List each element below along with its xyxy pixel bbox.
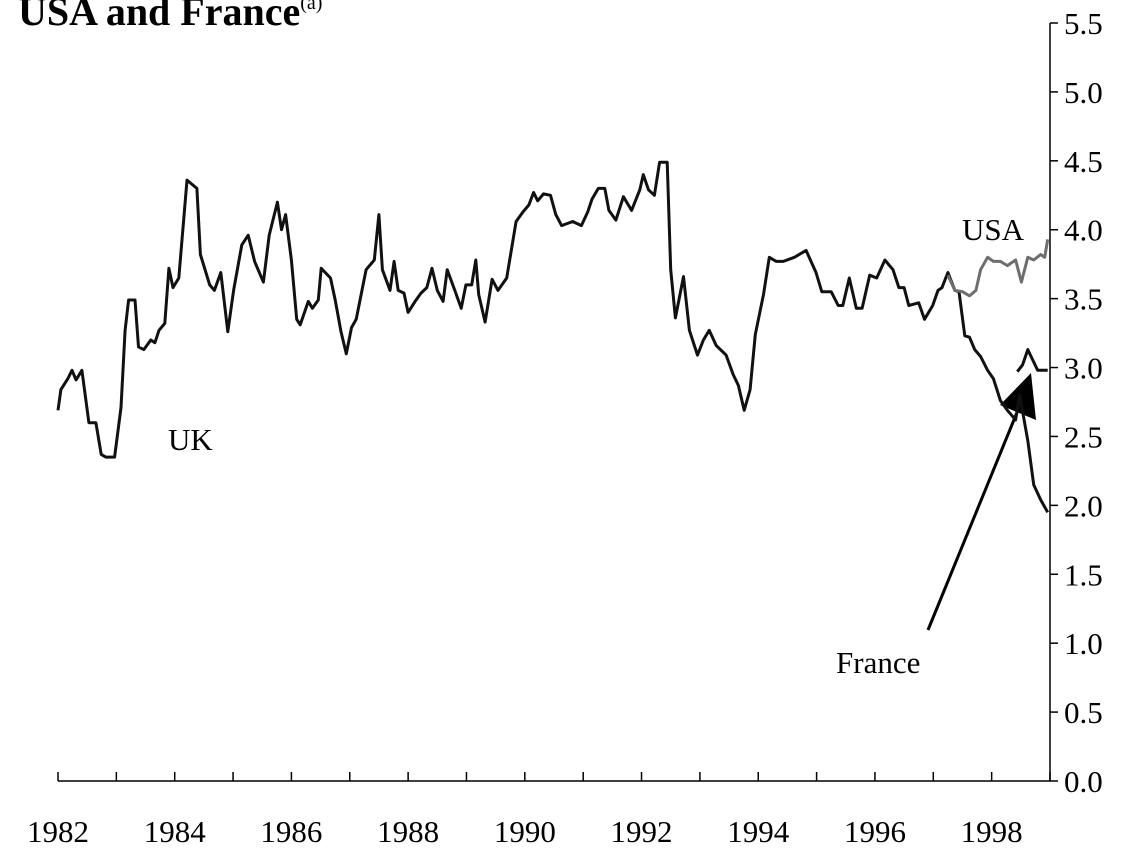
x-tick-label: 1988 (377, 814, 439, 849)
x-tick-label: 1992 (611, 814, 673, 849)
x-tick-label: 1984 (144, 814, 207, 849)
y-tick-label: 5.5 (1064, 6, 1103, 41)
title-note: (a) (300, 0, 322, 14)
x-tick-label: 1996 (844, 814, 906, 849)
x-tick-label: 1994 (727, 814, 790, 849)
y-tick-label: 2.0 (1064, 488, 1103, 523)
line-uk (56, 160, 1050, 514)
y-tick-label: 2.5 (1064, 419, 1103, 454)
x-tick-label: 1986 (260, 814, 322, 849)
x-tick-label: 1998 (961, 814, 1023, 849)
line-usa (946, 239, 1050, 298)
y-tick-label: 0.0 (1064, 764, 1103, 799)
arrow-shaft (926, 409, 1020, 631)
y-tick-label: 3.5 (1064, 282, 1103, 317)
y-tick-label: 4.5 (1064, 144, 1103, 179)
y-tick-label: 4.0 (1064, 213, 1103, 248)
annotation: France (836, 645, 920, 680)
annotation: UK (168, 422, 213, 457)
x-tick-label: 1990 (494, 814, 556, 849)
title-text: USA and France (18, 0, 300, 34)
y-tick-label: 5.0 (1064, 75, 1103, 110)
x-tick-label: 1982 (27, 814, 89, 849)
annotation: USA (962, 212, 1025, 247)
line-france (1016, 348, 1048, 373)
y-tick-label: 1.5 (1064, 557, 1103, 592)
y-tick-label: 0.5 (1064, 695, 1103, 730)
chart-title: USA and France(a) (18, 0, 322, 34)
y-tick-label: 3.0 (1064, 351, 1103, 386)
y-tick-label: 1.0 (1064, 626, 1103, 661)
